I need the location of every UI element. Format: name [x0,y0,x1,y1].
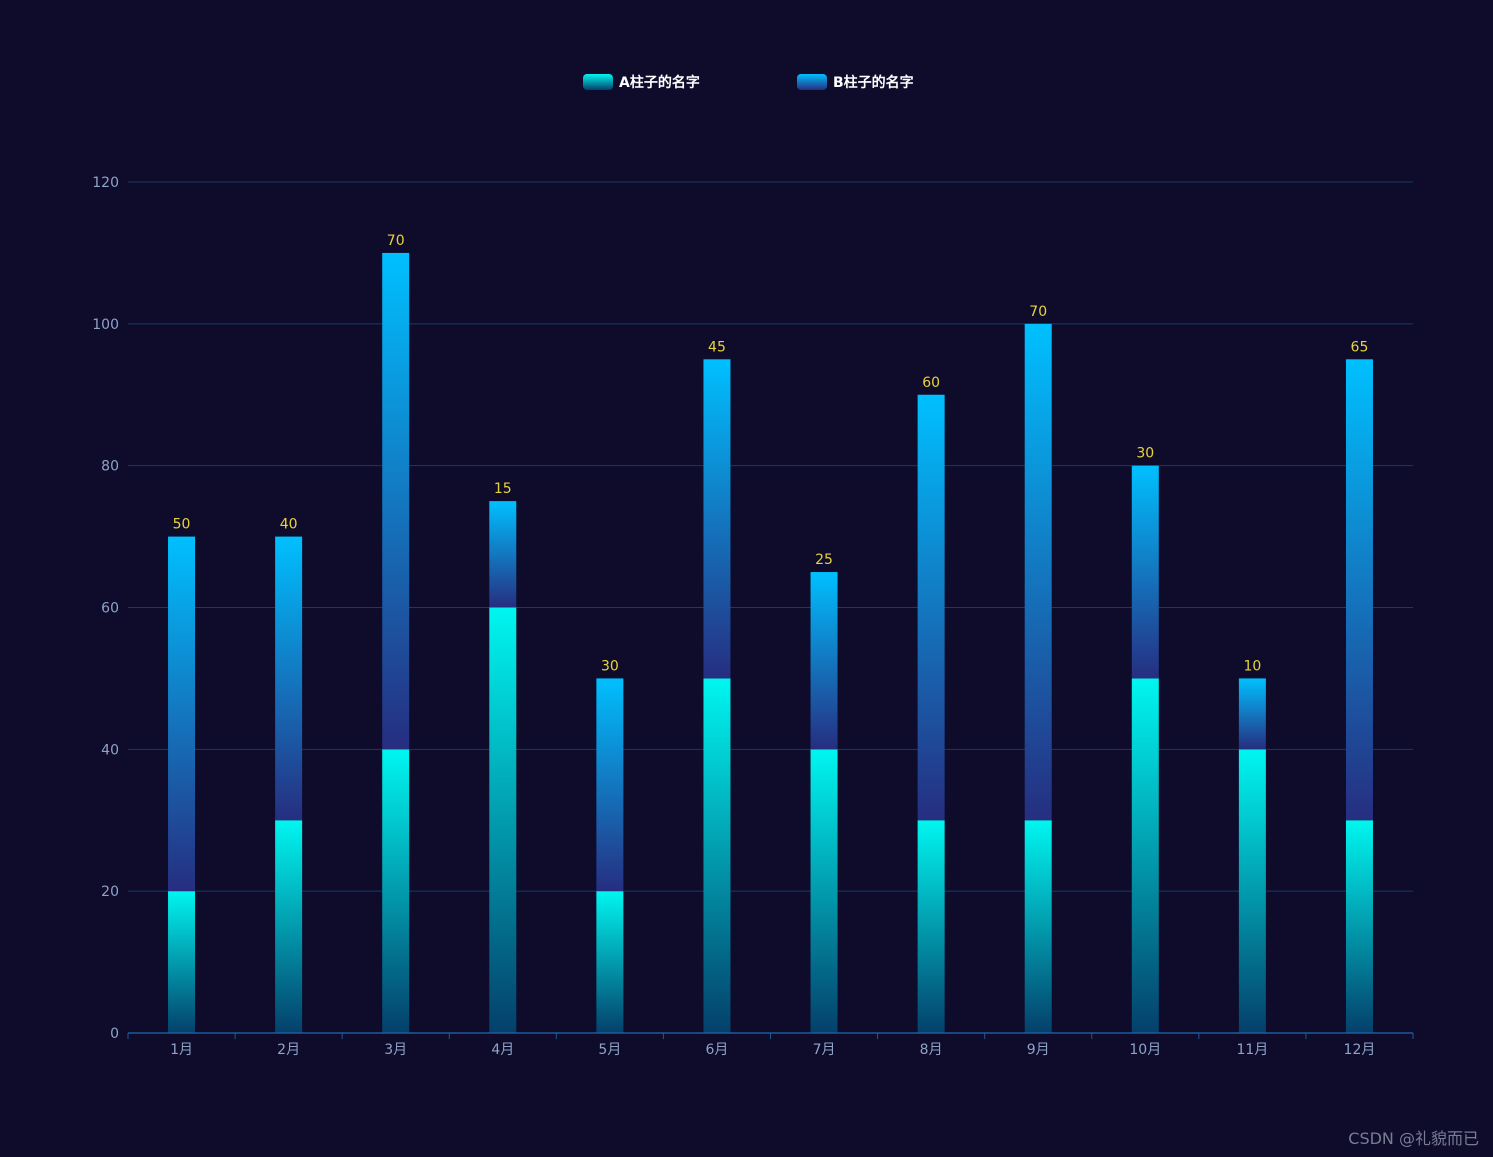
bar-series-b[interactable] [1345,359,1373,821]
bar-series-b[interactable] [168,536,196,892]
bar-series-a[interactable] [1345,820,1373,1033]
legend-item-a[interactable]: A柱子的名字 [583,74,700,91]
x-tick-label: 5月 [598,1042,621,1058]
data-label: 45 [708,339,726,355]
x-tick-label: 1月 [170,1042,193,1058]
bar-series-a[interactable] [1131,678,1159,1033]
x-tick-label: 9月 [1027,1042,1050,1058]
x-tick-label: 12月 [1344,1042,1376,1058]
bar-series-b[interactable] [1024,323,1052,821]
y-tick-label: 80 [101,459,119,475]
bar-series-a[interactable] [382,749,410,1033]
data-label: 60 [922,375,940,391]
x-tick-label: 3月 [384,1042,407,1058]
legend-label-a: A柱子的名字 [619,74,700,91]
legend-item-b[interactable]: B柱子的名字 [797,74,914,91]
legend-swatch-b [797,74,827,90]
data-label: 70 [387,233,405,249]
data-label: 40 [280,517,298,533]
x-tick-label: 2月 [277,1042,300,1058]
y-tick-label: 100 [92,317,119,333]
y-tick-label: 40 [101,742,119,758]
bar-series-a[interactable] [168,891,196,1033]
data-label: 30 [1136,446,1154,462]
bar-series-a[interactable] [489,607,517,1034]
x-tick-label: 8月 [920,1042,943,1058]
legend-swatch-a [583,74,613,90]
bars [168,252,1373,1034]
bar-series-b[interactable] [810,572,838,750]
bar-series-b[interactable] [382,252,410,750]
bar-series-a[interactable] [917,820,945,1033]
y-tick-label: 0 [110,1026,119,1042]
data-labels: 50 40 70 15 30 45 25 60 70 30 10 65 [173,233,1369,675]
watermark: CSDN @礼貌而已 [1348,1129,1479,1148]
bar-series-a[interactable] [703,678,731,1033]
data-label: 50 [173,517,191,533]
x-tick-label: 11月 [1236,1042,1268,1058]
bar-series-a[interactable] [810,749,838,1033]
bar-series-a[interactable] [275,820,303,1033]
data-label: 30 [601,658,619,674]
x-tick-label: 4月 [491,1042,514,1058]
bar-series-b[interactable] [1238,678,1266,750]
bar-series-b[interactable] [489,501,517,608]
y-tick-label: 60 [101,601,119,617]
y-tick-label: 120 [92,175,119,191]
data-label: 25 [815,552,833,568]
bar-series-b[interactable] [1131,465,1159,679]
data-label: 70 [1029,304,1047,320]
data-label: 10 [1243,658,1261,674]
bar-series-b[interactable] [917,394,945,821]
y-axis: 0 20 40 60 80 100 120 [92,175,119,1042]
data-label: 15 [494,481,512,497]
bar-series-a[interactable] [1024,820,1052,1033]
data-label: 65 [1351,339,1369,355]
x-tick-label: 7月 [813,1042,836,1058]
bar-series-b[interactable] [596,678,624,892]
y-tick-label: 20 [101,884,119,900]
x-tick-label: 6月 [705,1042,728,1058]
x-axis: 1月 2月 3月 4月 5月 6月 7月 8月 9月 10月 11月 12月 [127,1032,1414,1058]
bar-series-b[interactable] [703,359,731,679]
bar-series-a[interactable] [1238,749,1266,1033]
bar-series-a[interactable] [596,891,624,1033]
x-tick-label: 10月 [1129,1042,1161,1058]
bar-series-b[interactable] [275,536,303,821]
legend-label-b: B柱子的名字 [833,74,914,91]
grid [128,181,1413,892]
legend: A柱子的名字 B柱子的名字 [583,74,914,91]
